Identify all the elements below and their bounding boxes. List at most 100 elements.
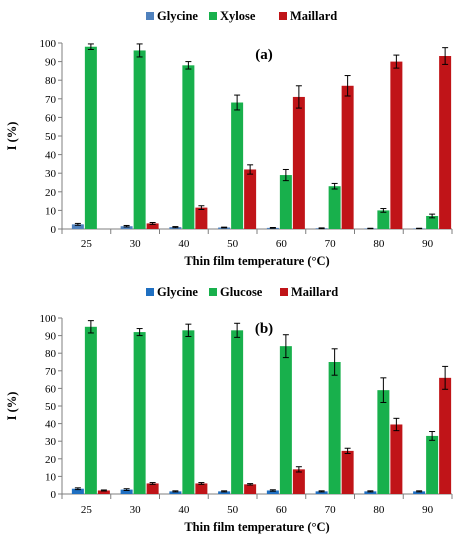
y-tick-label: 70: [45, 94, 57, 106]
bar-xylose: [182, 65, 195, 229]
bar-maillard: [97, 490, 110, 494]
chart-panel-a: Glycine Xylose Maillard (a) 0 10 20 30 40 50 60 70 8…: [5, 9, 453, 268]
bar-glycine: [364, 491, 377, 494]
y-tick-label: 80: [45, 348, 57, 360]
legend-swatch-glucose: [209, 288, 217, 296]
legend-swatch-glycine: [146, 288, 154, 296]
x-tick-label: 60: [276, 238, 288, 250]
x-tick-label: 80: [373, 504, 385, 516]
legend-label-glycine: Glycine: [157, 9, 198, 23]
y-tick-label: 60: [45, 112, 57, 124]
bar-glucose: [426, 435, 439, 494]
y-tick-label: 20: [45, 454, 57, 466]
y-tick-label: 0: [51, 224, 57, 236]
y-tick-label: 100: [40, 38, 57, 50]
bar-glucose: [279, 346, 292, 494]
bar-xylose: [377, 210, 390, 229]
legend-label-glycine: Glycine: [157, 285, 198, 299]
chart-panel-b: Glycine Glucose Maillard (b) 0 10 20 30 40 50 60 70…: [5, 285, 453, 534]
bar-xylose: [133, 50, 146, 229]
bar-maillard: [292, 469, 305, 494]
x-tick-label: 40: [178, 238, 190, 250]
bar-glycine: [218, 491, 231, 494]
bar-maillard: [341, 85, 354, 229]
bar-glucose: [328, 362, 341, 494]
x-tick-label: 80: [373, 238, 385, 250]
y-tick-label: 70: [45, 366, 57, 378]
x-axis-label: Thin film temperature (°C): [184, 520, 329, 534]
bar-xylose: [328, 186, 341, 229]
bar-maillard: [439, 377, 452, 494]
x-tick-label: 50: [227, 504, 239, 516]
x-tick-label: 70: [325, 504, 337, 516]
bar-glycine: [266, 490, 279, 494]
bar-maillard: [146, 483, 159, 494]
x-axis-label: Thin film temperature (°C): [184, 254, 329, 268]
y-tick-label: 10: [45, 471, 57, 483]
bar-maillard: [244, 169, 257, 229]
y-tick-label: 20: [45, 187, 57, 199]
y-axis-label: I (%): [5, 122, 19, 151]
x-tick-label: 25: [81, 238, 93, 250]
x-tick-label: 25: [81, 504, 93, 516]
bar-maillard: [244, 484, 257, 494]
y-tick-label: 30: [45, 168, 57, 180]
x-tick-label: 30: [130, 504, 142, 516]
x-tick-label: 90: [422, 238, 434, 250]
y-tick-label: 50: [45, 131, 57, 143]
x-tick-label: 40: [178, 504, 190, 516]
y-tick-label: 90: [45, 57, 57, 69]
bar-glycine: [315, 491, 328, 494]
y-tick-label: 40: [45, 419, 57, 431]
bar-glucose: [84, 326, 97, 494]
y-tick-label: 40: [45, 150, 57, 162]
legend-swatch-xylose: [209, 12, 217, 20]
legend: Glycine Glucose Maillard: [146, 285, 338, 299]
legend-swatch-maillard: [279, 12, 287, 20]
bar-glycine: [120, 226, 133, 229]
y-tick-label: 50: [45, 401, 57, 413]
bar-glucose: [133, 332, 146, 494]
bar-maillard: [146, 223, 159, 229]
y-tick-label: 100: [40, 313, 57, 325]
legend-swatch-glycine: [146, 12, 154, 20]
bar-xylose: [84, 46, 97, 229]
y-axis-label: I (%): [5, 392, 19, 421]
y-tick-label: 60: [45, 383, 57, 395]
bar-glucose: [182, 330, 195, 494]
bar-xylose: [231, 102, 244, 229]
x-tick-label: 70: [325, 238, 337, 250]
bar-xylose: [426, 215, 439, 229]
x-tick-label: 50: [227, 238, 239, 250]
y-tick-label: 80: [45, 75, 57, 87]
bar-maillard: [390, 424, 403, 494]
legend-label-maillard: Maillard: [291, 285, 338, 299]
y-tick-label: 10: [45, 205, 57, 217]
bar-glucose: [377, 390, 390, 494]
bar-glycine: [120, 489, 133, 494]
legend-label-glucose: Glucose: [220, 285, 263, 299]
panel-label: (b): [255, 321, 273, 337]
bar-maillard: [292, 96, 305, 229]
y-tick-label: 90: [45, 331, 57, 343]
bar-glycine: [169, 491, 182, 494]
bar-glycine: [71, 224, 84, 229]
x-tick-label: 30: [130, 238, 142, 250]
x-tick-label: 60: [276, 504, 288, 516]
legend: Glycine Xylose Maillard: [146, 9, 337, 23]
legend-swatch-maillard: [280, 288, 288, 296]
bar-maillard: [439, 56, 452, 229]
panel-label: (a): [255, 47, 273, 63]
bar-maillard: [195, 207, 208, 229]
bar-glycine: [71, 488, 84, 494]
legend-label-maillard: Maillard: [290, 9, 337, 23]
y-tick-label: 0: [51, 489, 57, 501]
y-tick-label: 30: [45, 436, 57, 448]
bar-xylose: [279, 175, 292, 229]
bar-maillard: [341, 450, 354, 494]
x-tick-label: 90: [422, 504, 434, 516]
bar-maillard: [195, 483, 208, 494]
bar-glycine: [413, 491, 426, 494]
bar-glucose: [231, 330, 244, 494]
